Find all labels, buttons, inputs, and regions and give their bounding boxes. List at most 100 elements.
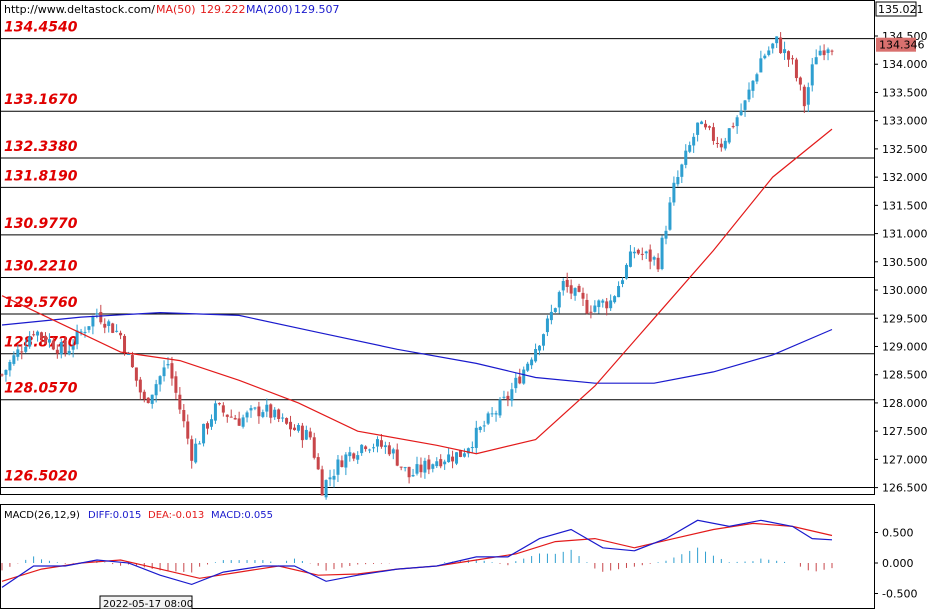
last-price-label: 134.346: [879, 39, 925, 52]
candle-body: [277, 409, 281, 419]
candle-body: [63, 340, 67, 354]
candle-body: [640, 253, 644, 255]
candle-body: [810, 64, 814, 86]
candle-body: [229, 416, 233, 418]
candle-body: [245, 412, 249, 418]
candle-body: [115, 330, 119, 332]
candle-body: [360, 444, 364, 454]
candle-body: [174, 376, 178, 393]
candle-body: [451, 456, 455, 462]
candle-body: [59, 342, 63, 355]
candle-body: [482, 425, 486, 427]
level-label: 130.9770: [4, 216, 78, 232]
price-tick-label: 128.500: [882, 369, 928, 382]
level-label: 126.5020: [4, 468, 78, 484]
candle-body: [541, 334, 545, 346]
candle-body: [261, 412, 265, 417]
candle-body: [771, 43, 775, 49]
candle-body: [462, 453, 466, 457]
candle-body: [75, 330, 79, 345]
candle-body: [458, 449, 462, 457]
price-tick-label: 132.500: [882, 143, 928, 156]
candle-body: [798, 77, 802, 85]
candle-body: [221, 405, 225, 413]
candle-body: [186, 421, 190, 439]
candle-body: [767, 50, 771, 55]
candle-body: [237, 418, 241, 426]
candle-body: [680, 164, 684, 177]
ma200-value: 129.507: [294, 3, 340, 16]
candle-body: [502, 396, 506, 398]
candle-body: [751, 80, 755, 91]
candle-body: [648, 249, 652, 262]
candle-body: [818, 50, 822, 56]
candle-body: [794, 59, 798, 79]
candle-body: [182, 410, 186, 422]
candle-body: [514, 377, 518, 389]
candle-body: [538, 345, 542, 351]
candle-body: [8, 361, 12, 371]
candle-body: [107, 321, 111, 326]
candle-body: [12, 355, 16, 364]
candle-body: [324, 480, 328, 498]
candle-body: [206, 423, 210, 429]
candle-body: [138, 379, 142, 393]
candle-body: [593, 305, 597, 312]
price-tick-label: 134.000: [882, 58, 928, 71]
candle-body: [190, 439, 194, 461]
candle-body: [435, 461, 439, 467]
candle-body: [24, 346, 28, 352]
ma50-value: 129.222: [200, 3, 246, 16]
candle-body: [601, 300, 605, 303]
candle-body: [739, 110, 743, 116]
candle-body: [486, 413, 490, 424]
candle-body: [399, 466, 403, 468]
level-label: 128.0570: [4, 381, 78, 397]
candle-body: [99, 311, 103, 323]
top-price-box: [875, 1, 917, 17]
candle-body: [257, 406, 261, 417]
candle-body: [672, 182, 676, 203]
candle-body: [644, 251, 648, 254]
candle-body: [253, 407, 257, 409]
candle-body: [194, 443, 198, 463]
candle-body: [735, 117, 739, 127]
candle-body: [763, 55, 767, 59]
candle-body: [779, 37, 783, 54]
candle-body: [233, 418, 237, 420]
candle-body: [0, 374, 4, 376]
candle-body: [419, 464, 423, 473]
site-url[interactable]: http://www.deltastock.com/: [4, 3, 155, 16]
price-tick-label: 128.000: [882, 397, 928, 410]
candle-body: [383, 445, 387, 448]
candle-body: [265, 404, 269, 412]
candle-body: [723, 140, 727, 149]
candle-body: [510, 389, 514, 401]
price-tick-label: 130.000: [882, 284, 928, 297]
candle-body: [534, 349, 538, 362]
candle-body: [28, 336, 32, 347]
ma50-label: MA(50): [156, 3, 196, 16]
candle-body: [826, 49, 830, 54]
macd-tick-label: 0.500: [882, 527, 914, 540]
candle-body: [573, 288, 577, 296]
macd-axis: 0.500 0.000 -0.500: [874, 527, 917, 601]
ma200-label: MA(200): [246, 3, 293, 16]
candle-body: [684, 150, 688, 165]
candle-body: [87, 326, 91, 330]
candle-body: [249, 408, 253, 411]
candle-body: [455, 452, 459, 464]
candle-body: [91, 316, 95, 327]
candle-body: [439, 459, 443, 467]
candle-body: [241, 417, 245, 427]
price-axis: 134.500134.000133.500133.000132.500132.0…: [874, 30, 928, 495]
candle-body: [225, 414, 229, 417]
candle-body: [111, 323, 115, 333]
candle-body: [688, 145, 692, 152]
candle-body: [83, 331, 87, 333]
candle-body: [727, 128, 731, 143]
candle-body: [300, 425, 304, 441]
candle-body: [806, 87, 810, 105]
